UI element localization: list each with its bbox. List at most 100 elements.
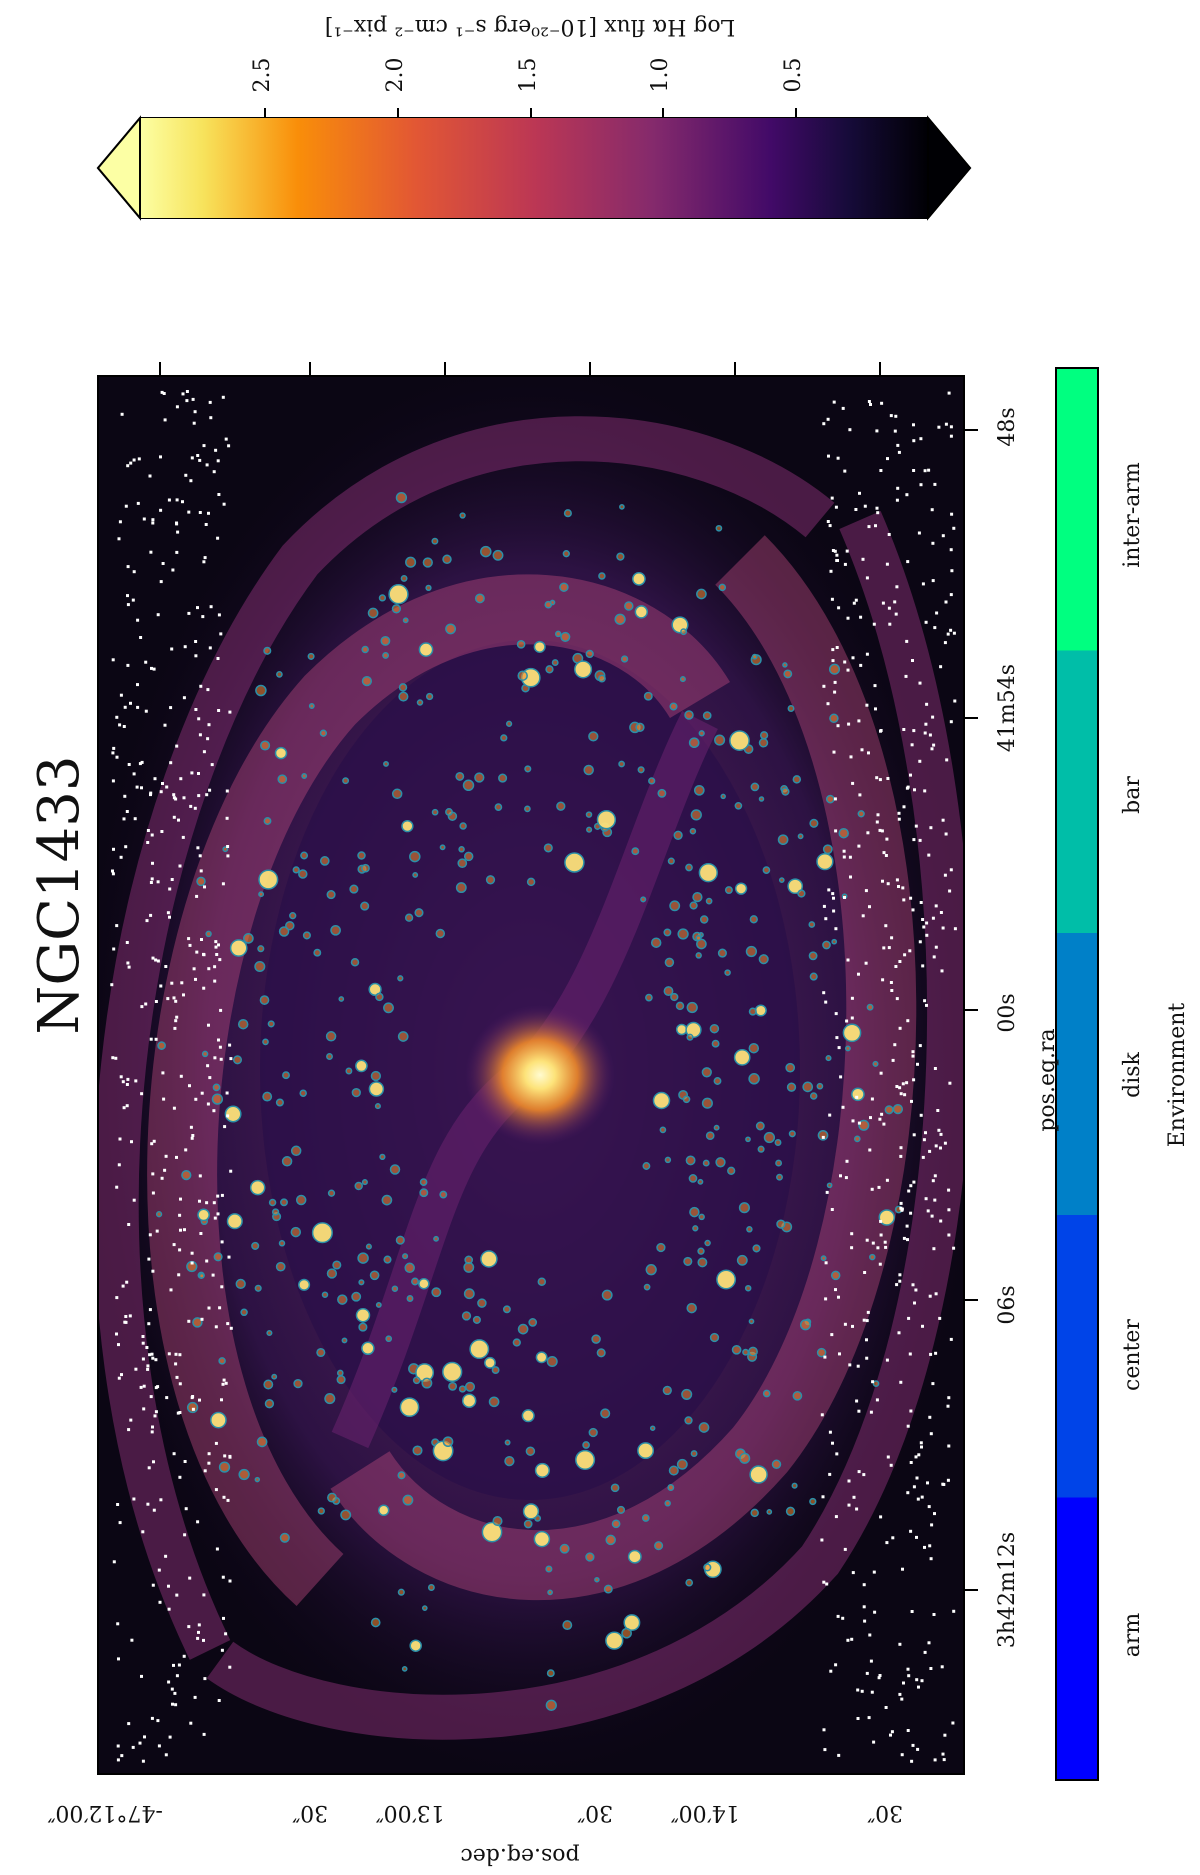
masked-pixel	[857, 1121, 861, 1125]
masked-pixel	[901, 1082, 905, 1086]
masked-pixel	[162, 392, 166, 395]
hii-region	[262, 1038, 269, 1046]
hii-region	[395, 1235, 405, 1245]
masked-pixel	[155, 1229, 159, 1233]
hii-region	[757, 1145, 765, 1153]
masked-pixel	[909, 1529, 913, 1533]
hii-region	[816, 852, 834, 871]
masked-pixel	[152, 667, 156, 671]
masked-pixel	[202, 750, 206, 754]
masked-pixel	[835, 1036, 839, 1040]
hii-region	[745, 1136, 751, 1143]
masked-pixel	[125, 1280, 129, 1284]
flux-tick-label: 1.5	[516, 57, 541, 93]
masked-pixel	[925, 1003, 928, 1007]
masked-pixel	[917, 1453, 921, 1457]
hii-region	[664, 1156, 672, 1164]
masked-pixel	[929, 1557, 933, 1561]
masked-pixel	[896, 486, 900, 490]
hii-region	[354, 1181, 363, 1191]
hii-region	[668, 1465, 679, 1476]
masked-pixel	[899, 1201, 903, 1205]
masked-pixel	[122, 725, 126, 728]
masked-pixel	[927, 1641, 931, 1645]
masked-pixel	[163, 723, 167, 727]
masked-pixel	[897, 885, 900, 888]
masked-pixel	[906, 1667, 910, 1671]
hii-region	[551, 659, 559, 667]
hii-region	[433, 1235, 440, 1242]
hii-region	[319, 856, 330, 866]
masked-pixel	[904, 674, 908, 678]
hii-region	[853, 1135, 861, 1143]
masked-pixel	[928, 1415, 932, 1419]
masked-pixel	[223, 1454, 227, 1458]
masked-pixel	[949, 868, 953, 872]
masked-pixel	[200, 938, 203, 941]
hii-region	[522, 1503, 540, 1520]
masked-pixel	[203, 1469, 207, 1473]
masked-pixel	[876, 1246, 880, 1250]
hii-region	[621, 1627, 632, 1639]
masked-pixel	[146, 841, 150, 844]
masked-pixel	[825, 1582, 829, 1586]
masked-pixel	[823, 1355, 827, 1359]
masked-pixel	[112, 1560, 116, 1564]
dec-tick-label: 13′00″	[375, 1800, 445, 1825]
hii-region	[656, 1242, 666, 1253]
masked-pixel	[898, 960, 902, 963]
masked-pixel	[901, 1567, 904, 1571]
masked-pixel	[879, 1233, 883, 1237]
hii-region	[681, 1388, 693, 1400]
masked-pixel	[882, 1122, 886, 1126]
masked-pixel	[843, 1547, 847, 1551]
hii-region	[682, 1095, 691, 1104]
hii-region	[524, 765, 532, 773]
hii-region	[400, 574, 408, 582]
hii-region	[474, 772, 485, 783]
masked-pixel	[187, 1319, 191, 1323]
hii-region	[389, 1164, 401, 1175]
hii-region	[290, 1226, 302, 1238]
masked-pixel	[841, 1105, 845, 1109]
masked-pixel	[126, 603, 130, 607]
masked-pixel	[119, 855, 123, 859]
env-label-center: center	[1120, 1319, 1145, 1391]
masked-pixel	[911, 1054, 915, 1058]
masked-pixel	[898, 1692, 902, 1696]
hii-region	[699, 915, 709, 924]
hii-region	[809, 972, 818, 981]
masked-pixel	[121, 1080, 125, 1084]
hii-region	[689, 827, 697, 835]
masked-pixel	[848, 1363, 852, 1367]
hii-region	[308, 703, 315, 709]
masked-pixel	[134, 1367, 138, 1371]
masked-pixel	[132, 570, 136, 574]
masked-pixel	[194, 1097, 198, 1101]
masked-pixel	[126, 594, 129, 598]
hii-region	[383, 760, 389, 767]
masked-pixel	[911, 908, 915, 912]
hii-region	[680, 628, 688, 636]
masked-pixel	[225, 789, 229, 793]
masked-pixel	[943, 641, 947, 645]
hii-region	[317, 1507, 325, 1515]
masked-pixel	[912, 439, 916, 443]
masked-pixel	[183, 1533, 187, 1537]
hii-region	[196, 876, 206, 887]
masked-pixel	[126, 961, 130, 965]
hii-region	[412, 1445, 423, 1456]
hii-region	[338, 996, 345, 1002]
hii-region	[554, 630, 562, 638]
masked-pixel	[928, 1149, 932, 1153]
masked-pixel	[146, 1502, 150, 1506]
masked-pixel	[845, 1019, 849, 1023]
hii-region	[414, 908, 424, 918]
masked-pixel	[222, 1495, 226, 1499]
hii-region	[435, 928, 446, 939]
masked-pixel	[187, 510, 191, 514]
masked-pixel	[198, 854, 202, 858]
hii-region	[605, 1631, 624, 1650]
masked-pixel	[850, 1246, 854, 1250]
masked-pixel	[822, 1580, 826, 1584]
